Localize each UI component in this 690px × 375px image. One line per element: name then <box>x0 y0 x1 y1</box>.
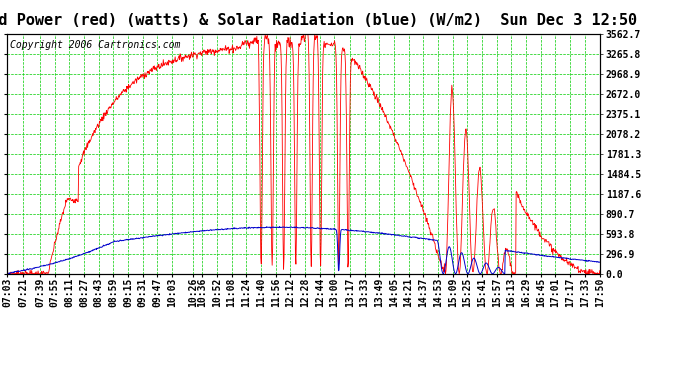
Text: Grid Power (red) (watts) & Solar Radiation (blue) (W/m2)  Sun Dec 3 12:50: Grid Power (red) (watts) & Solar Radiati… <box>0 13 637 28</box>
Text: Copyright 2006 Cartronics.com: Copyright 2006 Cartronics.com <box>10 40 180 50</box>
